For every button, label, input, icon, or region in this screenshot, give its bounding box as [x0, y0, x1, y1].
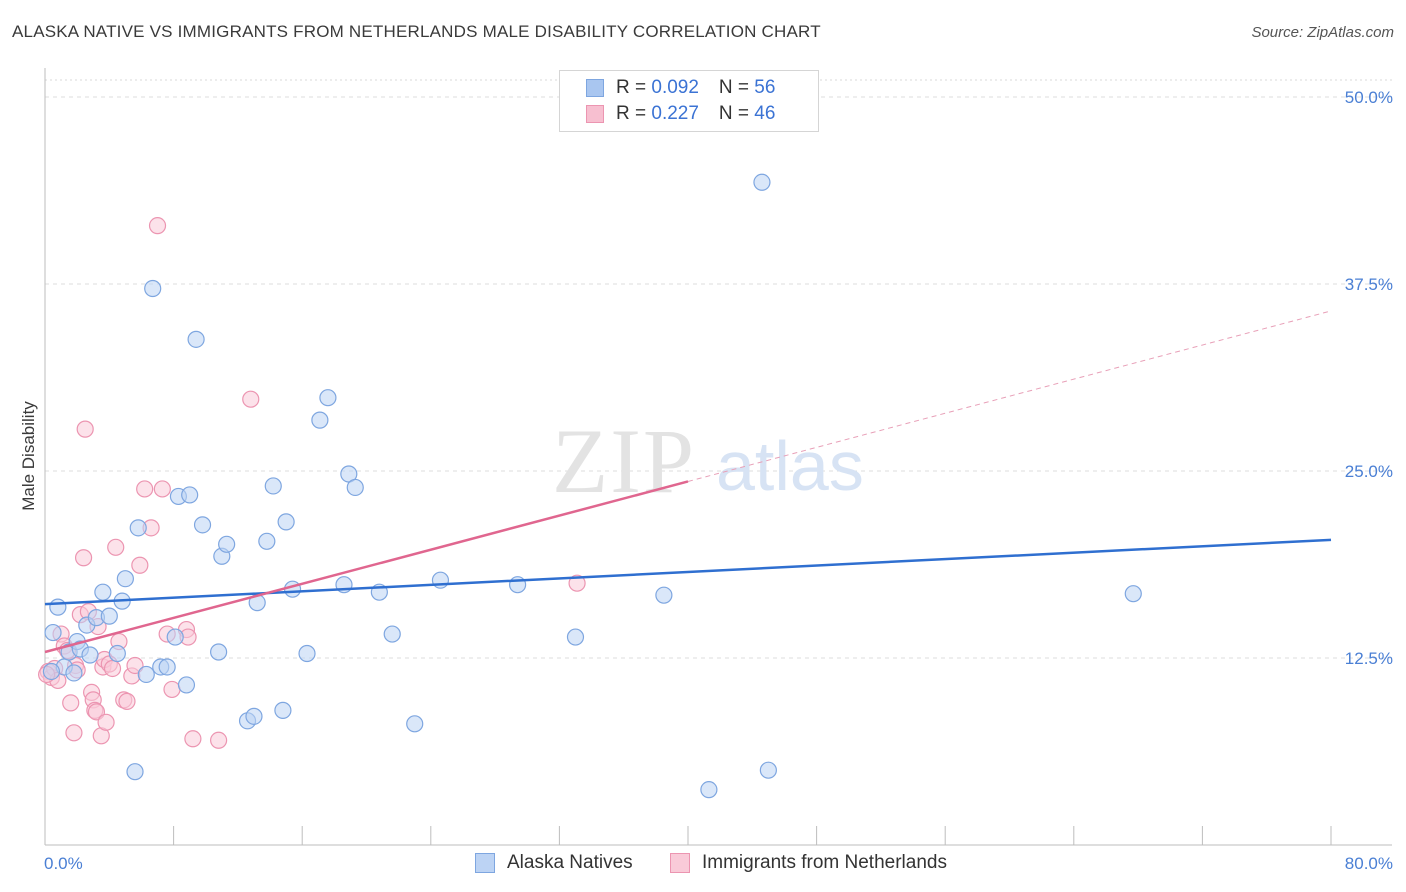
series-legend: Alaska Natives Immigrants from Netherlan… — [0, 852, 1406, 878]
point-netherlands — [74, 549, 93, 567]
point-netherlands — [76, 420, 94, 438]
legend-r-value: 0.227 — [651, 103, 699, 124]
y-tick-label: 12.5% — [1345, 649, 1393, 668]
point-alaska-native — [137, 665, 155, 684]
point-alaska-native — [566, 628, 585, 646]
legend-swatch-alaska-natives — [475, 853, 495, 873]
y-tick-label: 50.0% — [1345, 88, 1393, 107]
point-alaska-native — [81, 646, 99, 664]
point-netherlands — [131, 556, 149, 574]
point-alaska-native — [129, 519, 147, 537]
legend-n-label: N = — [718, 103, 755, 124]
trend-extension-netherlands — [687, 310, 1332, 482]
legend-row-netherlands: R = 0.227 N = 46 — [586, 102, 775, 126]
legend-swatch-blue — [586, 79, 604, 97]
series-immigrants-from-netherlands — [38, 217, 586, 749]
point-alaska-native — [100, 607, 118, 625]
trend-line-alaska-natives — [44, 538, 1332, 606]
trend-lines — [44, 310, 1332, 654]
chart-title: ALASKA NATIVE VS IMMIGRANTS FROM NETHERL… — [12, 22, 821, 41]
point-alaska-native — [126, 763, 144, 781]
y-tick-labels: 12.5% 25.0% 37.5% 50.0% — [1345, 88, 1393, 668]
legend-label-netherlands: Immigrants from Netherlands — [702, 852, 947, 873]
point-alaska-native — [277, 513, 295, 531]
x-tick-label-min: 0.0% — [44, 854, 83, 873]
point-netherlands — [568, 574, 586, 592]
point-netherlands — [107, 538, 125, 556]
point-alaska-native — [700, 781, 718, 799]
source-label: Source: ZipAtlas.com — [1251, 24, 1394, 41]
point-netherlands — [118, 692, 136, 710]
point-netherlands — [210, 731, 228, 749]
point-alaska-native — [144, 279, 162, 298]
point-alaska-native — [44, 623, 62, 642]
x-tick-labels: 0.0% 80.0% — [44, 854, 1393, 873]
point-alaska-native — [346, 478, 364, 497]
point-netherlands — [97, 713, 115, 731]
point-alaska-native — [116, 570, 134, 588]
series-alaska-natives — [42, 173, 1142, 799]
point-netherlands — [153, 480, 171, 498]
watermark-zip: ZIP — [552, 410, 696, 512]
point-netherlands — [184, 730, 202, 748]
legend-r-value: 0.092 — [651, 77, 699, 98]
point-alaska-native — [759, 761, 777, 779]
point-alaska-native — [65, 664, 83, 682]
point-alaska-native — [319, 389, 337, 407]
point-alaska-native — [187, 330, 205, 348]
point-alaska-native — [218, 535, 236, 553]
axes — [44, 68, 1392, 846]
point-alaska-native — [177, 676, 196, 694]
legend-swatch-pink — [586, 105, 604, 123]
point-alaska-native — [274, 701, 292, 719]
trend-line-netherlands — [44, 480, 689, 654]
point-netherlands — [148, 217, 167, 235]
point-netherlands — [242, 390, 260, 408]
point-alaska-native — [42, 662, 61, 681]
point-netherlands — [163, 680, 181, 699]
point-alaska-native — [210, 643, 228, 661]
y-axis-label: Male Disability — [19, 401, 38, 511]
legend-row-alaska-natives: R = 0.092 N = 56 — [586, 76, 775, 100]
legend-item-netherlands: Immigrants from Netherlands — [670, 852, 947, 874]
point-netherlands — [126, 656, 144, 675]
y-tick-label: 37.5% — [1345, 275, 1393, 294]
point-alaska-native — [158, 658, 176, 676]
point-alaska-native — [753, 173, 771, 191]
legend-r-label: R = — [616, 103, 652, 124]
point-netherlands — [103, 659, 122, 678]
point-alaska-native — [181, 486, 199, 504]
point-alaska-native — [406, 715, 424, 733]
watermark-atlas: atlas — [716, 427, 864, 505]
correlation-legend: R = 0.092 N = 56 R = 0.227 N = 46 — [559, 70, 819, 132]
point-netherlands — [62, 694, 80, 712]
point-alaska-native — [258, 532, 276, 550]
legend-label-alaska-natives: Alaska Natives — [507, 852, 633, 873]
point-alaska-native — [264, 477, 282, 495]
point-alaska-native — [245, 707, 263, 725]
point-netherlands — [136, 480, 154, 498]
point-alaska-native — [383, 625, 401, 643]
legend-r-label: R = — [616, 77, 652, 98]
legend-swatch-netherlands — [670, 853, 690, 873]
grid-lines — [45, 79, 1392, 659]
point-alaska-native — [193, 516, 212, 534]
point-netherlands — [65, 724, 83, 742]
point-alaska-native — [49, 598, 67, 616]
point-alaska-native — [298, 644, 316, 663]
y-tick-label: 25.0% — [1345, 462, 1393, 481]
point-alaska-native — [94, 583, 112, 601]
x-tick-label-max: 80.0% — [1345, 854, 1393, 873]
point-alaska-native — [1124, 585, 1142, 603]
legend-item-alaska-natives: Alaska Natives — [475, 852, 633, 874]
point-alaska-native — [311, 411, 329, 429]
legend-n-label: N = — [718, 77, 755, 98]
legend-n-value: 56 — [754, 77, 776, 98]
legend-n-value: 46 — [754, 103, 776, 124]
point-alaska-native — [166, 628, 184, 646]
point-alaska-native — [655, 586, 673, 604]
point-alaska-native — [108, 644, 126, 663]
